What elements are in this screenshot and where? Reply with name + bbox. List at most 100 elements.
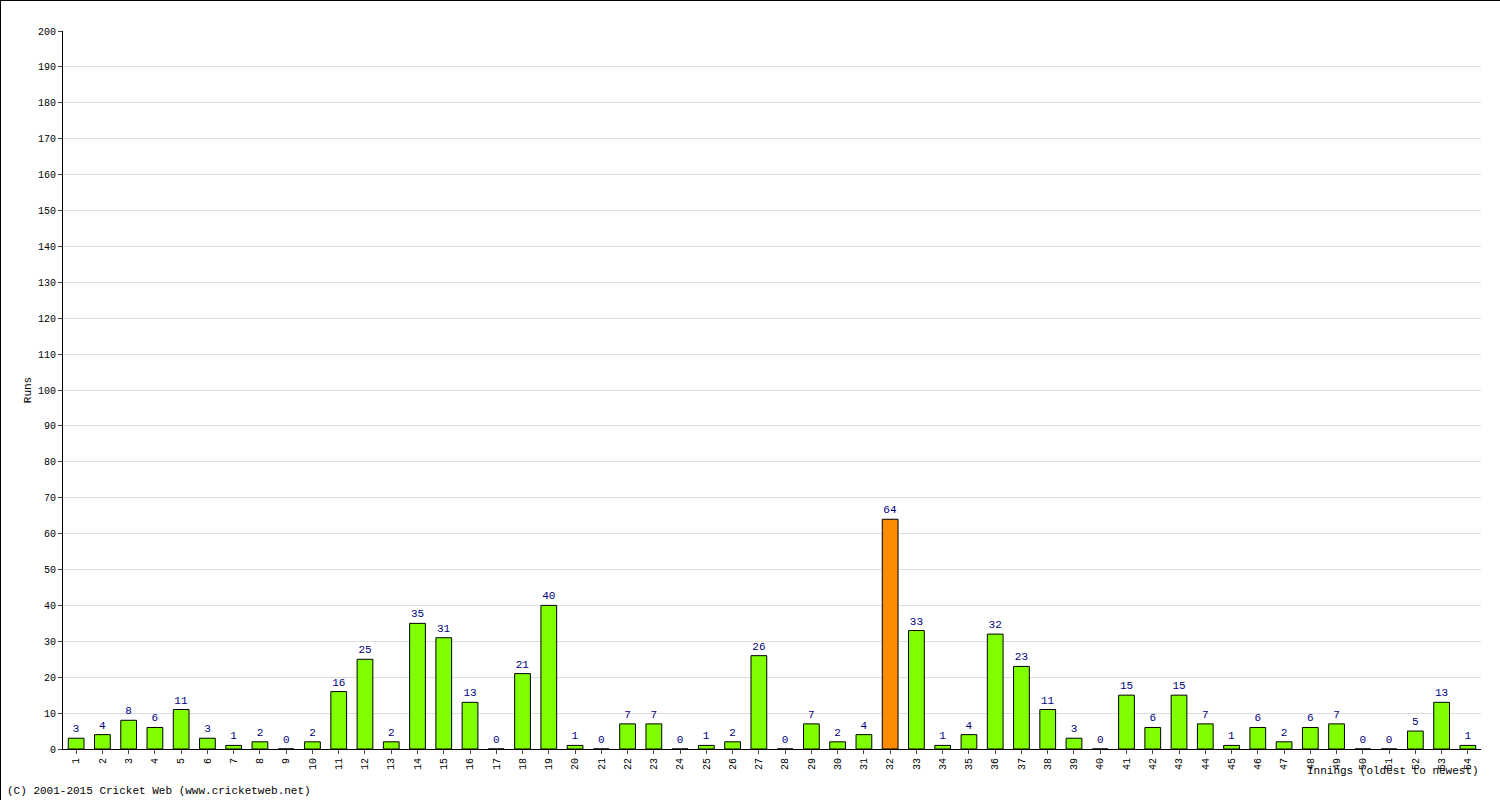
svg-text:120: 120 xyxy=(38,314,56,325)
svg-text:11: 11 xyxy=(1041,695,1055,707)
svg-text:40: 40 xyxy=(44,601,56,612)
svg-text:1: 1 xyxy=(230,730,237,742)
svg-text:130: 130 xyxy=(38,278,56,289)
svg-text:16: 16 xyxy=(465,758,476,770)
svg-text:30: 30 xyxy=(44,637,56,648)
svg-text:2: 2 xyxy=(834,727,841,739)
svg-text:0: 0 xyxy=(493,734,500,746)
svg-text:90: 90 xyxy=(44,421,56,432)
svg-text:1: 1 xyxy=(1464,730,1471,742)
svg-text:2: 2 xyxy=(98,758,109,764)
svg-text:4: 4 xyxy=(860,720,867,732)
svg-text:(C) 2001-2015 Cricket Web (www: (C) 2001-2015 Cricket Web (www.cricketwe… xyxy=(7,785,311,797)
svg-text:80: 80 xyxy=(44,457,56,468)
svg-text:70: 70 xyxy=(44,493,56,504)
svg-text:31: 31 xyxy=(437,623,451,635)
svg-text:110: 110 xyxy=(38,350,56,361)
svg-text:5: 5 xyxy=(176,758,187,764)
svg-text:14: 14 xyxy=(413,758,424,770)
svg-text:7: 7 xyxy=(651,709,658,721)
svg-text:40: 40 xyxy=(542,590,555,602)
svg-text:1: 1 xyxy=(939,730,946,742)
svg-text:7: 7 xyxy=(1333,709,1340,721)
svg-text:21: 21 xyxy=(597,758,608,770)
svg-text:3: 3 xyxy=(124,758,135,764)
svg-text:160: 160 xyxy=(38,170,56,181)
svg-text:54: 54 xyxy=(1463,758,1474,770)
svg-text:7: 7 xyxy=(808,709,815,721)
svg-text:9: 9 xyxy=(281,758,292,764)
svg-text:Innings (oldest to newest): Innings (oldest to newest) xyxy=(1307,765,1479,777)
svg-text:100: 100 xyxy=(38,386,56,397)
svg-text:32: 32 xyxy=(885,758,896,770)
svg-text:6: 6 xyxy=(1254,712,1261,724)
svg-text:180: 180 xyxy=(38,98,56,109)
svg-text:18: 18 xyxy=(518,758,529,770)
svg-text:11: 11 xyxy=(174,695,188,707)
svg-text:6: 6 xyxy=(1307,712,1314,724)
svg-text:32: 32 xyxy=(989,619,1002,631)
svg-text:11: 11 xyxy=(334,758,345,770)
svg-text:30: 30 xyxy=(833,758,844,770)
svg-text:0: 0 xyxy=(1360,734,1367,746)
svg-text:5: 5 xyxy=(1412,716,1419,728)
svg-text:47: 47 xyxy=(1279,758,1290,770)
svg-text:46: 46 xyxy=(1253,758,1264,770)
svg-text:1: 1 xyxy=(71,758,82,764)
svg-text:1: 1 xyxy=(572,730,579,742)
svg-text:44: 44 xyxy=(1201,758,1212,770)
svg-text:25: 25 xyxy=(702,758,713,770)
svg-text:19: 19 xyxy=(544,758,555,770)
svg-text:60: 60 xyxy=(44,529,56,540)
svg-text:13: 13 xyxy=(386,758,397,770)
svg-text:38: 38 xyxy=(1043,758,1054,770)
svg-text:0: 0 xyxy=(598,734,605,746)
svg-text:42: 42 xyxy=(1148,758,1159,770)
svg-text:21: 21 xyxy=(516,659,530,671)
svg-text:53: 53 xyxy=(1437,758,1448,770)
svg-text:1: 1 xyxy=(1228,730,1235,742)
svg-text:3: 3 xyxy=(204,723,211,735)
svg-text:3: 3 xyxy=(1071,723,1078,735)
svg-text:28: 28 xyxy=(780,758,791,770)
svg-text:150: 150 xyxy=(38,206,56,217)
svg-text:0: 0 xyxy=(50,745,56,756)
svg-text:50: 50 xyxy=(1358,758,1369,770)
svg-text:12: 12 xyxy=(360,758,371,770)
svg-text:0: 0 xyxy=(677,734,684,746)
svg-text:26: 26 xyxy=(752,641,765,653)
svg-text:40: 40 xyxy=(1095,758,1106,770)
svg-text:23: 23 xyxy=(1015,651,1028,663)
svg-text:22: 22 xyxy=(623,758,634,770)
svg-text:170: 170 xyxy=(38,134,56,145)
svg-text:36: 36 xyxy=(990,758,1001,770)
svg-text:0: 0 xyxy=(1097,734,1104,746)
svg-text:23: 23 xyxy=(649,758,660,770)
svg-text:1: 1 xyxy=(703,730,710,742)
svg-text:33: 33 xyxy=(910,616,923,628)
svg-text:13: 13 xyxy=(463,687,476,699)
svg-text:2: 2 xyxy=(729,727,736,739)
svg-text:10: 10 xyxy=(44,709,56,720)
svg-text:31: 31 xyxy=(859,758,870,770)
svg-text:8: 8 xyxy=(125,705,132,717)
svg-text:15: 15 xyxy=(1172,680,1185,692)
svg-text:2: 2 xyxy=(309,727,316,739)
svg-text:27: 27 xyxy=(754,758,765,770)
svg-text:4: 4 xyxy=(965,720,972,732)
svg-text:4: 4 xyxy=(150,758,161,764)
svg-text:6: 6 xyxy=(152,712,159,724)
svg-text:6: 6 xyxy=(1149,712,1156,724)
svg-text:2: 2 xyxy=(257,727,264,739)
svg-text:26: 26 xyxy=(728,758,739,770)
svg-text:10: 10 xyxy=(308,758,319,770)
svg-text:51: 51 xyxy=(1384,758,1395,770)
svg-text:35: 35 xyxy=(411,608,424,620)
svg-text:16: 16 xyxy=(332,677,345,689)
svg-text:64: 64 xyxy=(883,504,897,516)
svg-text:50: 50 xyxy=(44,565,56,576)
svg-text:4: 4 xyxy=(99,720,106,732)
svg-text:20: 20 xyxy=(570,758,581,770)
svg-text:7: 7 xyxy=(1202,709,1209,721)
svg-text:35: 35 xyxy=(964,758,975,770)
